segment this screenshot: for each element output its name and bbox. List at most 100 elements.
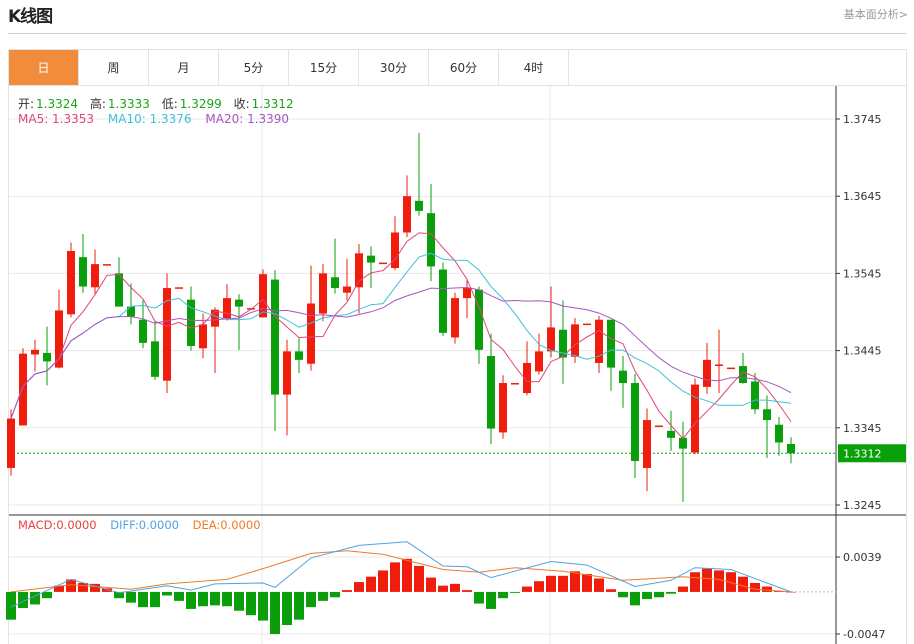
- candle-body: [415, 200, 423, 211]
- candle-body: [499, 383, 507, 433]
- ma5-line: [10, 232, 792, 440]
- tab-30min[interactable]: 30分: [359, 50, 429, 85]
- macd-bar: [402, 558, 412, 592]
- candle-body: [127, 306, 135, 317]
- macd-bar: [486, 591, 496, 609]
- candle-body: [343, 286, 351, 293]
- candle-body: [151, 341, 159, 377]
- low-value: 1.3299: [179, 97, 222, 111]
- macd-legend: MACD:0.0000 DIFF:0.0000 DEA:0.0000: [18, 518, 263, 532]
- candle-body: [55, 310, 63, 368]
- candle-body: [295, 351, 303, 360]
- candle-body: [331, 277, 339, 289]
- price-tick-label: 1.3645: [843, 190, 882, 203]
- macd-bar: [126, 591, 136, 603]
- macd-bar: [318, 591, 328, 601]
- candle-body: [319, 273, 327, 314]
- candle-body: [199, 324, 207, 349]
- diff-line: [10, 541, 792, 608]
- candle-body: [583, 323, 591, 326]
- macd-bar: [42, 591, 52, 599]
- macd-bar: [570, 571, 580, 592]
- tab-4hour[interactable]: 4时: [499, 50, 569, 85]
- macd-bar: [330, 591, 340, 598]
- candle-body: [115, 273, 123, 307]
- macd-bar: [282, 591, 292, 626]
- candle-body: [175, 287, 183, 289]
- candle-body: [715, 364, 723, 366]
- price-tick-label: 1.3745: [843, 113, 882, 126]
- tab-5min[interactable]: 5分: [219, 50, 289, 85]
- tab-15min[interactable]: 15分: [289, 50, 359, 85]
- macd-bar: [78, 582, 88, 592]
- candle-body: [439, 269, 447, 333]
- macd-bar: [6, 591, 16, 620]
- candle-body: [787, 444, 795, 454]
- macd-bar: [342, 590, 352, 592]
- macd-bar: [246, 591, 256, 616]
- macd-bar: [606, 589, 616, 592]
- tab-day[interactable]: 日: [9, 50, 79, 85]
- candle-body: [163, 288, 171, 381]
- macd-bar: [18, 591, 28, 609]
- ma10-value: MA10: 1.3376: [107, 112, 192, 126]
- macd-bar: [498, 591, 508, 599]
- dea-value: DEA:0.0000: [192, 518, 261, 532]
- candle-body: [523, 362, 531, 394]
- macd-tick-label: 0.0039: [843, 551, 882, 564]
- macd-bar: [654, 591, 664, 598]
- macd-bar: [270, 591, 280, 634]
- close-label: 收:: [233, 97, 250, 111]
- page-title: K线图: [8, 7, 53, 27]
- candle-body: [751, 381, 759, 410]
- ohlc-legend: 开: 1.3324 高: 1.3333 低: 1.3299 收: 1.3312: [18, 95, 302, 112]
- macd-bar: [522, 586, 532, 592]
- candle-body: [463, 288, 471, 299]
- candle-body: [475, 289, 483, 350]
- macd-bar: [354, 582, 364, 592]
- candle-body: [691, 384, 699, 453]
- ma20-line: [10, 286, 792, 419]
- ma-legend: MA5: 1.3353 MA10: 1.3376 MA20: 1.3390: [18, 112, 291, 126]
- macd-bar: [786, 591, 796, 593]
- candle-body: [235, 299, 243, 307]
- divider: [9, 85, 906, 86]
- macd-bar: [414, 565, 424, 592]
- candle-body: [619, 370, 627, 384]
- candle-body: [367, 255, 375, 263]
- tab-60min[interactable]: 60分: [429, 50, 499, 85]
- candle-body: [7, 418, 15, 468]
- price-tick-label: 1.3345: [843, 422, 882, 435]
- candle-body: [379, 262, 387, 265]
- candle-body: [679, 437, 687, 449]
- macd-bar: [690, 572, 700, 592]
- macd-bar: [510, 591, 520, 593]
- candle-body: [103, 264, 111, 266]
- macd-bar: [54, 585, 64, 592]
- tab-month[interactable]: 月: [149, 50, 219, 85]
- fundamental-analysis-link[interactable]: 基本面分析>: [843, 8, 908, 21]
- candle-body: [139, 319, 147, 343]
- macd-bar: [642, 591, 652, 600]
- candle-body: [91, 264, 99, 288]
- macd-bar: [558, 575, 568, 592]
- candle-body: [259, 274, 267, 318]
- macd-value: MACD:0.0000: [18, 518, 97, 532]
- candle-body: [775, 424, 783, 443]
- candle-body: [643, 420, 651, 468]
- candle-body: [31, 349, 39, 355]
- macd-bar: [306, 591, 316, 608]
- macd-bar: [234, 591, 244, 611]
- macd-bar: [594, 578, 604, 592]
- macd-bar: [138, 591, 148, 608]
- macd-bar: [66, 579, 76, 592]
- candle-body: [559, 329, 567, 358]
- candle-body: [727, 367, 735, 370]
- candle-body: [43, 352, 51, 362]
- macd-bar: [582, 574, 592, 592]
- tab-week[interactable]: 周: [79, 50, 149, 85]
- macd-bar: [114, 591, 124, 599]
- diff-value: DIFF:0.0000: [110, 518, 179, 532]
- macd-bar: [738, 576, 748, 592]
